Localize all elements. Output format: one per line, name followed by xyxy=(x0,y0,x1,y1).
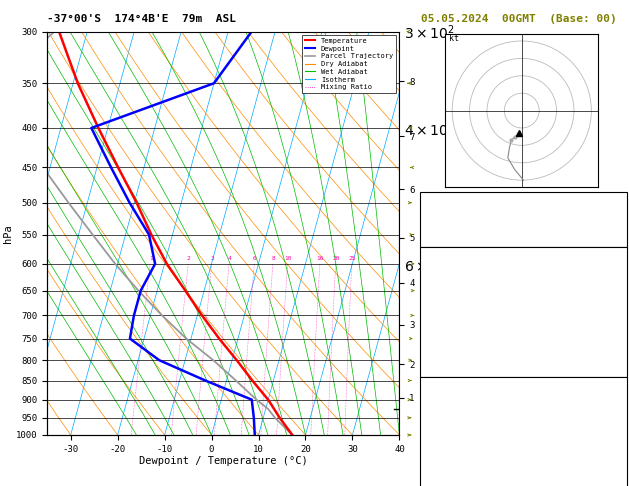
Text: 0: 0 xyxy=(618,364,624,373)
Text: PW (cm): PW (cm) xyxy=(425,235,462,243)
Text: 6: 6 xyxy=(253,256,257,260)
Text: CAPE (J): CAPE (J) xyxy=(425,456,467,465)
Text: 4: 4 xyxy=(618,327,624,336)
Text: 10: 10 xyxy=(284,256,292,260)
Text: Surface: Surface xyxy=(504,253,542,262)
Text: kt: kt xyxy=(448,34,459,43)
Y-axis label: hPa: hPa xyxy=(3,224,13,243)
Text: 73: 73 xyxy=(613,346,624,354)
Text: 4: 4 xyxy=(618,438,624,447)
Y-axis label: km
ASL: km ASL xyxy=(458,225,477,242)
Text: K: K xyxy=(425,198,430,207)
Text: © weatheronline.co.uk: © weatheronline.co.uk xyxy=(421,468,526,477)
Text: 20: 20 xyxy=(332,256,340,260)
Text: θₑ(K): θₑ(K) xyxy=(425,309,452,317)
Text: 7: 7 xyxy=(618,198,624,207)
X-axis label: Dewpoint / Temperature (°C): Dewpoint / Temperature (°C) xyxy=(139,456,308,467)
Text: 25: 25 xyxy=(348,256,356,260)
Text: θₑ (K): θₑ (K) xyxy=(425,419,457,428)
Text: 73: 73 xyxy=(613,456,624,465)
Legend: Temperature, Dewpoint, Parcel Trajectory, Dry Adiabat, Wet Adiabat, Isotherm, Mi: Temperature, Dewpoint, Parcel Trajectory… xyxy=(302,35,396,93)
Text: Most Unstable: Most Unstable xyxy=(488,382,559,391)
Text: 1: 1 xyxy=(149,256,153,260)
Text: CIN (J): CIN (J) xyxy=(425,475,462,484)
Text: 8: 8 xyxy=(272,256,276,260)
Text: CAPE (J): CAPE (J) xyxy=(425,346,467,354)
Text: Totals Totals: Totals Totals xyxy=(425,216,494,225)
Text: CIN (J): CIN (J) xyxy=(425,364,462,373)
Text: Pressure (mb): Pressure (mb) xyxy=(425,401,494,410)
Text: 2: 2 xyxy=(187,256,191,260)
Text: -37°00'S  174°4B'E  79m  ASL: -37°00'S 174°4B'E 79m ASL xyxy=(47,14,236,24)
Text: LCL: LCL xyxy=(463,404,477,414)
Text: 309: 309 xyxy=(608,309,624,317)
Text: 309: 309 xyxy=(608,419,624,428)
Text: 4: 4 xyxy=(228,256,231,260)
Text: 9.2: 9.2 xyxy=(608,290,624,299)
Text: Lifted Index: Lifted Index xyxy=(425,327,489,336)
Text: Dewp (°C): Dewp (°C) xyxy=(425,290,473,299)
Text: 1012: 1012 xyxy=(603,401,624,410)
Text: 0: 0 xyxy=(618,475,624,484)
Text: 41: 41 xyxy=(613,216,624,225)
Text: Temp (°C): Temp (°C) xyxy=(425,272,473,280)
Text: Lifted Index: Lifted Index xyxy=(425,438,489,447)
Text: 17.2: 17.2 xyxy=(603,272,624,280)
Text: 3: 3 xyxy=(210,256,214,260)
Text: 1.58: 1.58 xyxy=(603,235,624,243)
Text: 16: 16 xyxy=(316,256,324,260)
Text: 05.05.2024  00GMT  (Base: 00): 05.05.2024 00GMT (Base: 00) xyxy=(421,14,617,24)
